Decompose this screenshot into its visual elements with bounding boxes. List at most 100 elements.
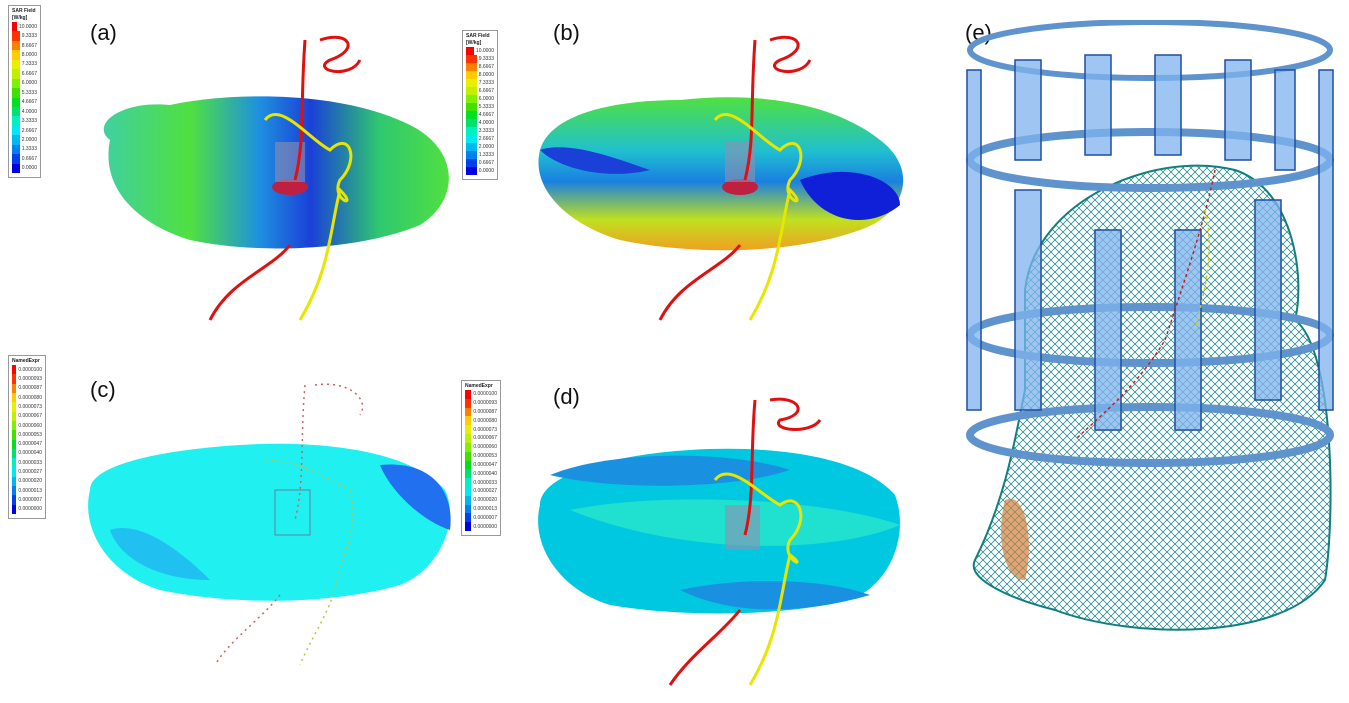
legend-entry: 4.0000 bbox=[12, 106, 37, 117]
legend-swatch bbox=[465, 522, 472, 531]
yellow-wire bbox=[713, 472, 803, 686]
legend-entry: 0.0000013 bbox=[465, 504, 497, 514]
legend-entry: 9.3333 bbox=[12, 31, 37, 41]
legend-entry: 0.0000067 bbox=[465, 434, 497, 443]
legend-swatch bbox=[12, 88, 20, 98]
legend-entry: 10.0000 bbox=[12, 22, 37, 32]
legend-swatch bbox=[466, 47, 474, 55]
legend-entry: 0.0000013 bbox=[12, 486, 42, 496]
legend-value: 10.0000 bbox=[475, 48, 494, 54]
legend-value: 0.0000 bbox=[478, 168, 494, 174]
legend-entry: 7.3333 bbox=[12, 59, 37, 70]
legend-entry: 0.0000027 bbox=[465, 486, 497, 496]
legend-value: 0.0000080 bbox=[18, 394, 42, 401]
legend-entry: 0.0000093 bbox=[12, 374, 42, 384]
legend-value: 7.3333 bbox=[478, 80, 494, 86]
legend-value: 0.0000047 bbox=[18, 441, 42, 448]
legend-entry: 0.0000020 bbox=[12, 476, 42, 487]
legend-entry: 2.6667 bbox=[12, 125, 37, 136]
expr-legend-c: NamedExpr 0.0000100 0.0000093 0.0000087 0.00… bbox=[8, 355, 46, 519]
legend-entry: 0.0000060 bbox=[465, 442, 497, 452]
legend-value: 2.6667 bbox=[478, 136, 494, 142]
legend-swatch bbox=[12, 365, 17, 375]
legend-entry: 0.0000027 bbox=[12, 467, 42, 477]
legend-value: 2.0000 bbox=[478, 144, 494, 150]
legend-entry: 1.3333 bbox=[466, 151, 494, 159]
device-box bbox=[274, 489, 311, 536]
legend-swatch bbox=[465, 504, 472, 514]
red-wire bbox=[668, 397, 822, 686]
legend-swatch bbox=[12, 97, 20, 107]
legend-value: 1.3333 bbox=[478, 152, 494, 158]
legend-value: 0.0000093 bbox=[18, 375, 42, 382]
legend-swatch bbox=[12, 458, 17, 468]
legend-entry: 0.0000 bbox=[12, 163, 37, 173]
yellow-wire bbox=[264, 459, 354, 666]
legend-swatch bbox=[12, 374, 17, 384]
legend-value: 0.0000060 bbox=[18, 422, 42, 429]
legend-value: 0.0000027 bbox=[473, 488, 497, 495]
legend-swatch bbox=[465, 478, 472, 487]
legend-swatch bbox=[466, 119, 477, 127]
legend-entry: 8.0000 bbox=[12, 50, 37, 60]
legend-value: 5.3333 bbox=[478, 104, 494, 110]
legend-entry: 0.0000020 bbox=[465, 495, 497, 505]
legend-swatch bbox=[466, 79, 477, 87]
legend-swatch bbox=[12, 486, 17, 496]
legend-entry: 0.0000073 bbox=[12, 402, 42, 412]
sar-surface bbox=[538, 97, 904, 251]
legend-swatch bbox=[12, 504, 17, 514]
legend-value: 0.6667 bbox=[478, 160, 494, 166]
legend-swatch bbox=[12, 420, 17, 431]
legend-swatch bbox=[12, 439, 17, 449]
red-wire bbox=[208, 35, 362, 321]
legend-value: 2.0000 bbox=[21, 136, 37, 143]
legend-swatch bbox=[465, 390, 472, 399]
legend-value: 0.0000073 bbox=[18, 403, 42, 410]
legend-swatch bbox=[466, 167, 477, 175]
legend-entry: 9.3333 bbox=[466, 55, 494, 63]
legend-value: 8.6667 bbox=[478, 64, 494, 70]
legend-swatch bbox=[466, 55, 477, 63]
legend-value: 0.0000033 bbox=[473, 479, 497, 486]
panel-label-d: (d) bbox=[553, 384, 580, 409]
legend-value: 6.6667 bbox=[21, 70, 37, 77]
legend-swatch bbox=[466, 127, 477, 135]
legend-swatch bbox=[12, 40, 20, 51]
legend-value: 0.0000007 bbox=[473, 514, 497, 521]
legend-entry: 4.6667 bbox=[466, 111, 494, 119]
legend-swatch bbox=[12, 125, 20, 136]
coil-head-model-e bbox=[966, 20, 1334, 631]
legend-value: 7.3333 bbox=[21, 61, 37, 68]
legend-unit: [W/kg] bbox=[466, 40, 482, 46]
panel-label-c: (c) bbox=[90, 377, 116, 402]
legend-swatch bbox=[12, 135, 20, 145]
legend-value: 1.3333 bbox=[21, 146, 37, 153]
legend-swatch bbox=[12, 50, 20, 60]
legend-value: 0.0000087 bbox=[473, 409, 497, 416]
legend-entry: 0.0000007 bbox=[12, 495, 42, 505]
legend-value: 6.0000 bbox=[478, 96, 494, 102]
legend-entry: 0.0000047 bbox=[465, 460, 497, 470]
legend-swatch bbox=[465, 451, 472, 461]
legend-entry: 0.0000053 bbox=[465, 451, 497, 461]
legend-swatch bbox=[12, 31, 20, 41]
yellow-wire bbox=[1194, 209, 1210, 331]
legend-entry: 0.0000047 bbox=[12, 439, 42, 449]
legend-value: 0.0000020 bbox=[18, 478, 42, 485]
legend-value: 8.6667 bbox=[21, 42, 37, 49]
legend-entry: 5.3333 bbox=[12, 88, 37, 98]
legend-swatch bbox=[466, 87, 477, 95]
legend-entry: 2.0000 bbox=[466, 143, 494, 151]
legend-entry: 0.0000093 bbox=[465, 398, 497, 408]
legend-value: 9.3333 bbox=[21, 33, 37, 40]
sar-legend-a: SAR Field [W/kg] 10.0000 9.3333 8.6667 8.0000… bbox=[8, 5, 41, 178]
legend-swatch bbox=[12, 392, 17, 403]
legend-swatch bbox=[466, 63, 477, 71]
legend-value: 0.0000053 bbox=[18, 431, 42, 438]
sar-plot-b bbox=[538, 35, 904, 321]
legend-entry: 0.0000007 bbox=[465, 513, 497, 523]
expr-plot-d bbox=[538, 397, 900, 686]
legend-entry: 2.0000 bbox=[12, 135, 37, 145]
legend-value: 0.0000040 bbox=[18, 450, 42, 457]
